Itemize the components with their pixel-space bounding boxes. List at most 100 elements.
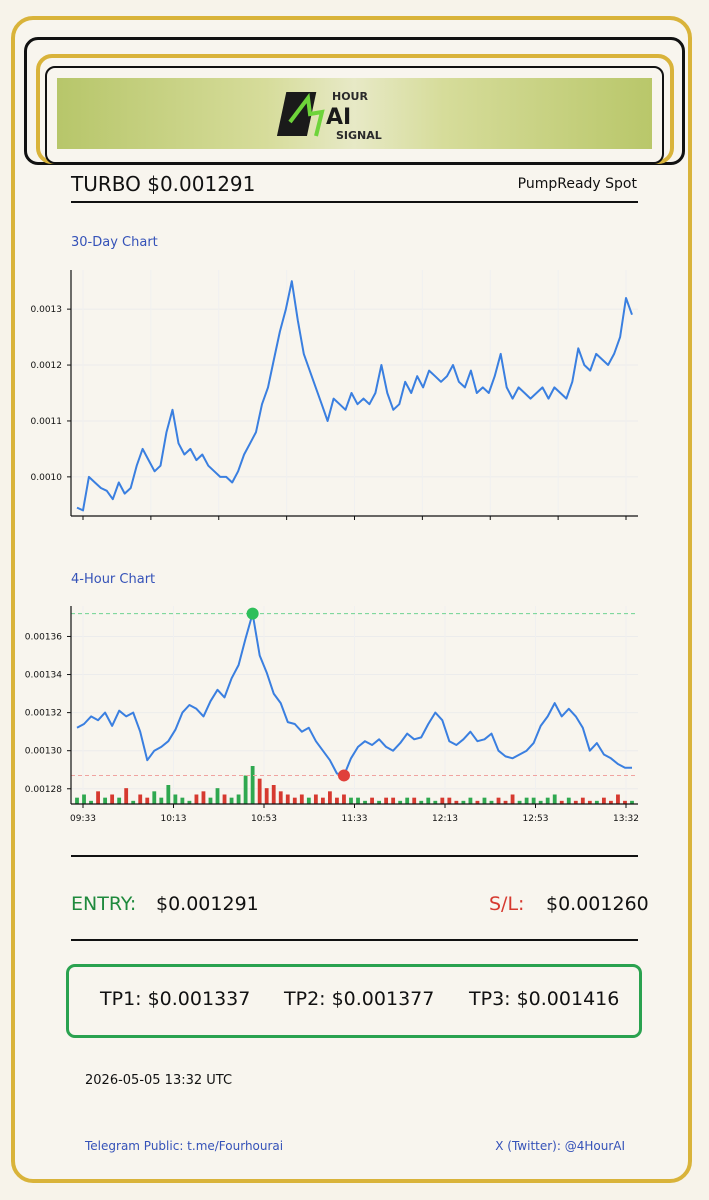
logo-text-hour: HOUR [332, 90, 368, 103]
volume-bar [566, 797, 571, 804]
volume-bar [328, 791, 332, 804]
timestamp: 2026-05-05 13:32 UTC [85, 1073, 233, 1088]
volume-bar [145, 797, 150, 804]
high-marker [246, 607, 259, 620]
volume-bar [285, 794, 290, 804]
chart-30d: 0.0010 0.0011 0.0012 0.0013 [31, 270, 638, 520]
volume-bar [616, 794, 620, 804]
entry-label: ENTRY: [71, 893, 137, 915]
volume-bar [96, 791, 100, 804]
volume-bar [320, 797, 325, 804]
header-rule [71, 201, 638, 203]
volume-bar [201, 791, 206, 804]
x-tick-label: 12:53 [523, 814, 549, 824]
y-tick-label: 0.0012 [31, 361, 63, 371]
volume-bar [454, 800, 459, 804]
stop-loss-label: S/L: [489, 893, 525, 915]
volume-bar [152, 791, 157, 804]
entry-value: $0.001291 [156, 893, 259, 915]
volume-bar [215, 788, 220, 804]
volume-bar [131, 800, 136, 804]
volume-bar [559, 800, 564, 804]
take-profit-box [66, 964, 642, 1038]
volume-bar [278, 791, 283, 804]
volume-bar [187, 800, 192, 804]
volume-bar [545, 797, 550, 804]
volume-bar [363, 800, 367, 804]
volume-bar [292, 797, 297, 804]
volume-bar [377, 800, 381, 804]
x-tick-label: 11:33 [342, 814, 368, 824]
volume-bar [257, 778, 262, 804]
volume-bar [250, 766, 255, 804]
chart-30d-label: 30-Day Chart [71, 235, 158, 250]
x-tick-label: 10:53 [251, 814, 277, 824]
chart-4h: 0.00128 0.00130 0.00132 0.00134 0.00136 09:33… [25, 606, 639, 824]
volume-bar [110, 794, 115, 804]
volume-bar [468, 797, 473, 804]
volume-bar [138, 794, 143, 804]
logo-text-ai: AI [326, 105, 351, 130]
volume-bar [166, 785, 171, 804]
volume-bar [159, 797, 164, 804]
telegram-link[interactable]: Telegram Public: t.me/Fourhourai [85, 1139, 284, 1153]
volume-bar [475, 800, 480, 804]
volume-bar [405, 797, 410, 804]
volume-bar [398, 800, 403, 804]
volume-bar [173, 794, 178, 804]
volume-bar [75, 797, 79, 804]
signal-type-label: PumpReady Spot [517, 176, 637, 192]
banner-image [57, 78, 652, 149]
volume-bar [271, 785, 276, 804]
volume-bar [82, 794, 86, 804]
volume-bar [531, 797, 536, 804]
tp3-value: TP3: $0.001416 [469, 988, 620, 1010]
volume-bar [264, 788, 269, 804]
volume-bar [236, 794, 241, 804]
tp1-value: TP1: $0.001337 [100, 988, 251, 1010]
volume-bar [489, 800, 494, 804]
logo-text-signal: SIGNAL [336, 129, 382, 142]
volume-bar [117, 797, 122, 804]
volume-bar [503, 800, 508, 804]
volume-bar [601, 797, 606, 804]
volume-bar [194, 794, 199, 804]
y-tick-label: 0.00130 [25, 747, 62, 757]
low-marker [337, 769, 350, 782]
volume-bar [384, 797, 389, 804]
volume-bar [342, 794, 346, 804]
volume-bar [524, 797, 529, 804]
volume-bar [356, 797, 360, 804]
volume-bar [370, 797, 374, 804]
logo-arrow [288, 92, 325, 137]
volume-bar [517, 800, 522, 804]
volume-bar [623, 800, 627, 804]
y-tick-label: 0.00134 [25, 671, 62, 681]
x-tick-label: 09:33 [70, 814, 96, 824]
volume-bar [335, 797, 339, 804]
volume-bar [630, 800, 634, 804]
volume-bar [482, 797, 487, 804]
volume-bar [594, 800, 599, 804]
volume-bar [103, 797, 108, 804]
ticker-price-title: TURBO $0.001291 [71, 172, 256, 196]
y-tick-label: 0.00132 [25, 709, 62, 719]
tp2-value: TP2: $0.001377 [284, 988, 435, 1010]
volume-bar [426, 797, 431, 804]
signal-bottom-rule [71, 939, 638, 941]
volume-bar [510, 794, 515, 804]
volume-bar [243, 775, 248, 804]
volume-bar [419, 800, 424, 804]
x-tick-label: 13:32 [613, 814, 639, 824]
volume-bar [391, 797, 396, 804]
volume-bar [229, 797, 234, 804]
volume-bar [222, 794, 227, 804]
volume-bar [580, 797, 585, 804]
volume-bar [461, 800, 466, 804]
volume-bar [299, 794, 304, 804]
volume-bar [447, 797, 452, 804]
x-tick-label: 12:13 [432, 814, 458, 824]
x-tick-label: 10:13 [161, 814, 187, 824]
volume-bar [496, 797, 501, 804]
twitter-link[interactable]: X (Twitter): @4HourAI [495, 1139, 625, 1153]
